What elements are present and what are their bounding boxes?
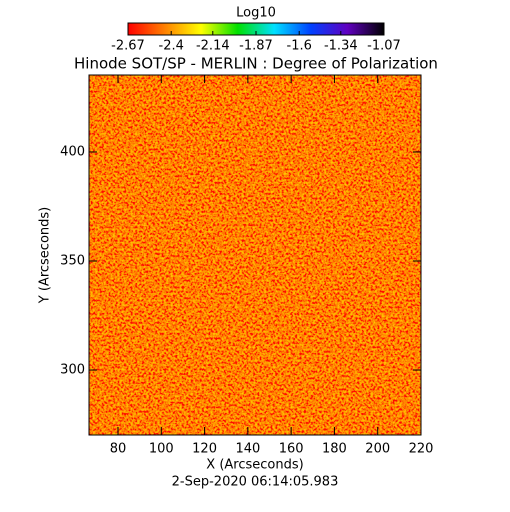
colorbar-tick-label: -1.87 <box>239 39 273 54</box>
image-texture <box>89 75 421 435</box>
x-tick-label: 140 <box>235 442 260 457</box>
y-tick-label: 350 <box>60 253 85 268</box>
colorbar-tick-label: -1.07 <box>367 39 401 54</box>
colorbar-tick-label: -2.4 <box>159 39 184 54</box>
x-axis-label: X (Arcseconds) <box>206 458 303 473</box>
x-tick-label: 80 <box>110 442 127 457</box>
plot-frame <box>88 74 422 436</box>
y-axis-label: Y (Arcseconds) <box>38 207 53 304</box>
x-tick-label: 220 <box>409 442 434 457</box>
x-tick-label: 160 <box>279 442 304 457</box>
colorbar-tick-label: -2.14 <box>196 39 230 54</box>
timestamp: 2-Sep-2020 06:14:05.983 <box>172 475 339 490</box>
x-tick-label: 200 <box>365 442 390 457</box>
x-tick-label: 100 <box>149 442 174 457</box>
x-tick-label: 120 <box>192 442 217 457</box>
colorbar-label: Log10 <box>236 6 276 21</box>
colorbar-tick-label: -2.67 <box>111 39 145 54</box>
colorbar-tick-label: -1.6 <box>287 39 312 54</box>
chart-title: Hinode SOT/SP - MERLIN : Degree of Polar… <box>74 55 438 73</box>
colorbar-tick-label: -1.34 <box>324 39 358 54</box>
y-tick-label: 400 <box>60 144 85 159</box>
y-tick-label: 300 <box>60 363 85 378</box>
x-tick-label: 180 <box>322 442 347 457</box>
